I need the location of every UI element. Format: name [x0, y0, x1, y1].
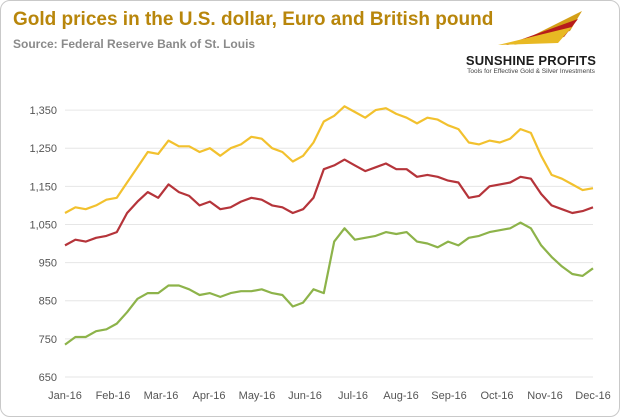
y-axis: 650 750 850 950 1,050 1,150 1,250 1,350 — [29, 105, 57, 384]
y-tick-label: 850 — [39, 296, 57, 308]
series-line-usd — [64, 105, 594, 214]
x-tick-label: Feb-16 — [96, 390, 131, 402]
y-tick-label: 1,250 — [29, 143, 57, 155]
y-tick-label: 750 — [39, 334, 57, 346]
x-tick-label: Nov-16 — [527, 390, 562, 402]
series-line-eur — [64, 158, 594, 247]
series-lines — [64, 105, 594, 346]
logo-mark-icon — [498, 11, 582, 45]
y-tick-label: 1,050 — [29, 219, 57, 231]
x-tick-label: Aug-16 — [383, 390, 418, 402]
x-tick-label: Dec-16 — [575, 390, 610, 402]
x-tick-label: Jun-16 — [288, 390, 322, 402]
x-tick-label: Mar-16 — [144, 390, 179, 402]
y-tick-label: 950 — [39, 258, 57, 270]
y-tick-label: 1,150 — [29, 181, 57, 193]
grid-lines — [65, 109, 593, 378]
logo-tagline: Tools for Effective Gold & Silver Invest… — [467, 68, 595, 75]
y-tick-label: 1,350 — [29, 105, 57, 117]
logo-name: SUNSHINE PROFITS — [465, 53, 597, 68]
x-axis: Jan-16 Feb-16 Mar-16 Apr-16 May-16 Jun-16 Jul-… — [48, 390, 611, 402]
x-tick-label: Oct-16 — [480, 390, 513, 402]
sunshine-profits-logo: SUNSHINE PROFITS Tools for Effective Gol… — [456, 5, 606, 77]
chart-source: Source: Federal Reserve Bank of St. Loui… — [13, 37, 256, 51]
y-tick-label: 650 — [39, 372, 57, 384]
x-tick-label: Apr-16 — [192, 390, 225, 402]
x-tick-label: Jan-16 — [48, 390, 82, 402]
chart-title: Gold prices in the U.S. dollar, Euro and… — [13, 9, 494, 30]
x-tick-label: May-16 — [239, 390, 276, 402]
x-tick-label: Sep-16 — [431, 390, 466, 402]
series-line-gbp — [64, 221, 594, 346]
x-tick-label: Jul-16 — [338, 390, 368, 402]
